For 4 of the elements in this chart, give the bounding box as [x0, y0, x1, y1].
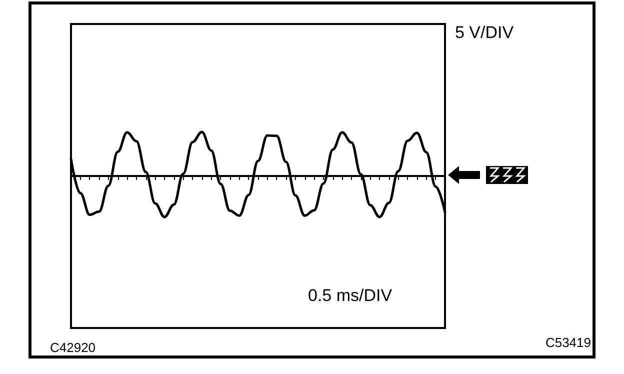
text: 0.5 ms/DIV	[308, 286, 393, 305]
text: 5 V/DIV	[455, 23, 514, 42]
text: C42920	[50, 340, 96, 355]
text: C53419	[545, 335, 592, 350]
